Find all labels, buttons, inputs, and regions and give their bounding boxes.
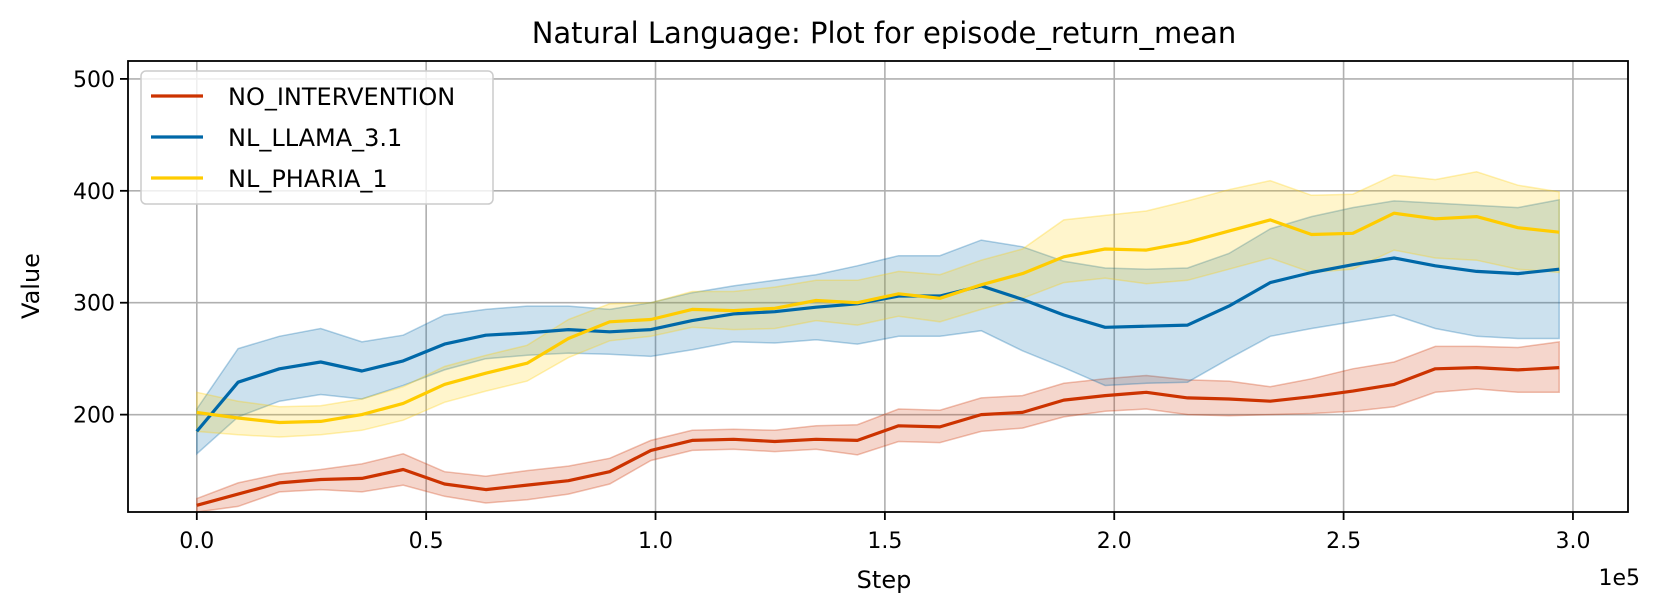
legend-label-no-intervention: NO_INTERVENTION <box>228 83 455 111</box>
legend-label-nl-pharia-1: NL_PHARIA_1 <box>228 165 388 193</box>
legend-box <box>140 70 494 205</box>
axis-ticks: 0.0 0.5 1.0 1.5 2.0 2.5 3.0 200 300 400 500 <box>73 68 1590 554</box>
confidence-band-nl-pharia-1 <box>196 171 1560 438</box>
x-tick-label: 1.0 <box>638 529 673 554</box>
plot-frame <box>127 60 1629 513</box>
series-line-nl-llama-3-1 <box>195 256 1560 433</box>
x-tick-label: 2.0 <box>1097 529 1132 554</box>
x-tick-label: 0.5 <box>409 529 444 554</box>
series-line-no-intervention <box>196 366 1560 507</box>
x-tick-label: 1.5 <box>867 529 902 554</box>
x-axis-label: Step <box>857 566 912 594</box>
confidence-bands <box>196 171 1560 513</box>
x-tick-label: 3.0 <box>1555 529 1590 554</box>
y-tick-label: 200 <box>73 404 115 429</box>
legend-label-nl-llama-3-1: NL_LLAMA_3.1 <box>228 124 402 152</box>
y-axis-label: Value <box>17 253 45 319</box>
y-tick-label: 500 <box>73 68 115 93</box>
y-tick-label: 400 <box>73 180 115 205</box>
chart-title: Natural Language: Plot for episode_retur… <box>532 16 1237 50</box>
confidence-band-no-intervention <box>196 341 1560 513</box>
series-lines <box>195 211 1560 507</box>
confidence-band-nl-llama-3-1 <box>196 198 1560 456</box>
series-line-nl-pharia-1 <box>196 211 1560 425</box>
x-tick-label: 0.0 <box>179 529 214 554</box>
x-tick-label: 2.5 <box>1326 529 1361 554</box>
x-axis-offset-label: 1e5 <box>1598 566 1640 591</box>
y-tick-label: 300 <box>73 292 115 317</box>
legend: NO_INTERVENTION NL_LLAMA_3.1 NL_PHARIA_1 <box>140 70 494 205</box>
